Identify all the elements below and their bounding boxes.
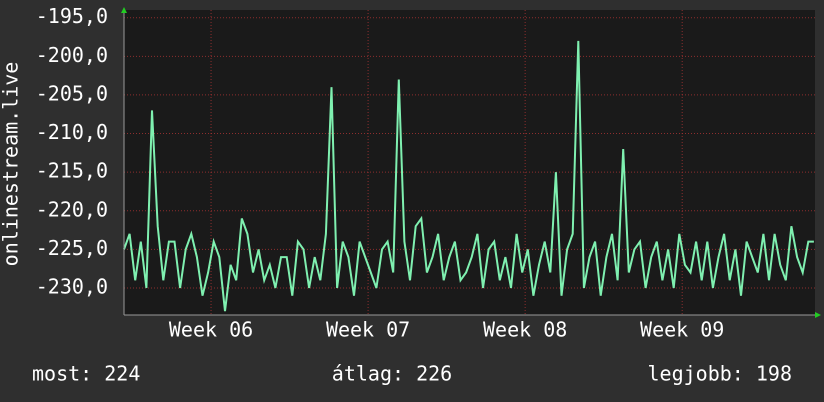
- footer-stat: most: 224: [32, 362, 140, 386]
- series-line: [123, 40, 814, 312]
- footer-stat: legjobb: 198: [648, 362, 793, 386]
- y-tick-label: -195,0: [36, 4, 108, 28]
- x-tick-label: Week 07: [326, 318, 410, 342]
- x-tick-label: Week 06: [169, 318, 253, 342]
- axis-arrow: [815, 312, 821, 318]
- grid: [124, 10, 815, 315]
- x-tick-label: Week 08: [483, 318, 567, 342]
- y-tick-label: -225,0: [36, 236, 108, 260]
- y-tick-label: -210,0: [36, 120, 108, 144]
- x-tick-label: Week 09: [640, 318, 724, 342]
- plot: [123, 40, 814, 312]
- y-tick-label: -205,0: [36, 81, 108, 105]
- y-tick-label: -220,0: [36, 197, 108, 221]
- axis-arrow: [121, 7, 127, 13]
- y-axis-label: onlinestream.live: [0, 62, 23, 267]
- y-tick-label: -215,0: [36, 159, 108, 183]
- y-tick-label: -230,0: [36, 274, 108, 298]
- y-tick-label: -200,0: [36, 43, 108, 67]
- footer-stat: átlag: 226: [332, 362, 452, 386]
